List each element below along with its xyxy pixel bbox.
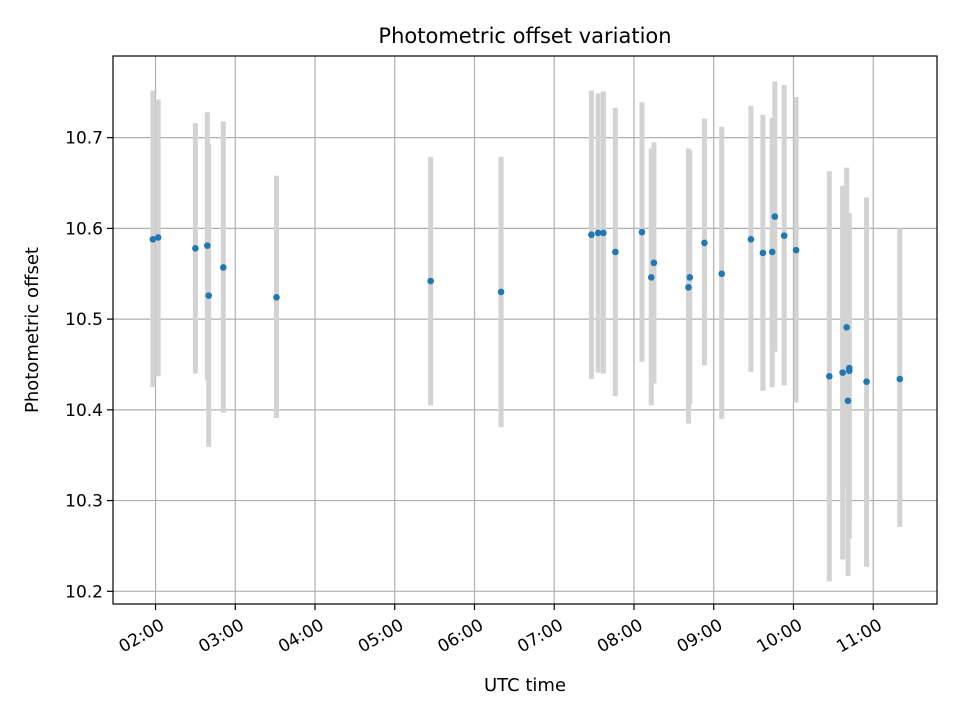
data-point (647, 274, 655, 281)
grid (113, 56, 937, 604)
data-point (718, 270, 725, 278)
y-tick-label: 10.5 (65, 310, 103, 330)
data-point (896, 375, 904, 383)
x-axis-label: UTC time (484, 675, 566, 696)
data-point (747, 235, 755, 243)
plot-frame (112, 55, 938, 605)
data-point (839, 369, 846, 376)
data-point (844, 397, 852, 405)
y-axis-ticks: 10.2 10.3 10.4 10.5 10.6 10.7 (65, 129, 113, 602)
data-point (792, 246, 800, 254)
y-tick-label: 10.3 (65, 492, 103, 512)
y-tick-label: 10.4 (65, 401, 103, 421)
data-point (701, 239, 708, 247)
data-point (650, 259, 658, 267)
data-point (204, 242, 211, 249)
y-axis-label: Photometric offset (22, 247, 43, 413)
data-point (845, 364, 853, 372)
data-point (497, 288, 505, 296)
data-point (205, 292, 212, 299)
data-point (273, 294, 280, 301)
data-point (863, 378, 870, 386)
y-tick-label: 10.7 (65, 129, 103, 149)
data-point (780, 232, 788, 239)
data-point (220, 264, 227, 271)
data-point (154, 234, 162, 241)
data-point (594, 229, 602, 237)
data-point (427, 277, 434, 285)
data-points (149, 213, 904, 405)
data-point (686, 274, 694, 281)
data-point (768, 248, 776, 256)
data-point (685, 284, 692, 291)
data-point (588, 231, 595, 239)
y-tick-label: 10.6 (65, 219, 103, 239)
data-point (612, 248, 619, 256)
data-point (826, 372, 833, 380)
data-point (771, 213, 779, 220)
data-point (600, 229, 607, 237)
data-point (759, 249, 767, 257)
y-tick-label: 10.2 (65, 582, 103, 602)
data-point (192, 245, 199, 252)
data-point (843, 323, 850, 331)
data-point (149, 235, 157, 243)
data-point (638, 228, 646, 236)
chart-title: Photometric offset variation (378, 24, 671, 48)
